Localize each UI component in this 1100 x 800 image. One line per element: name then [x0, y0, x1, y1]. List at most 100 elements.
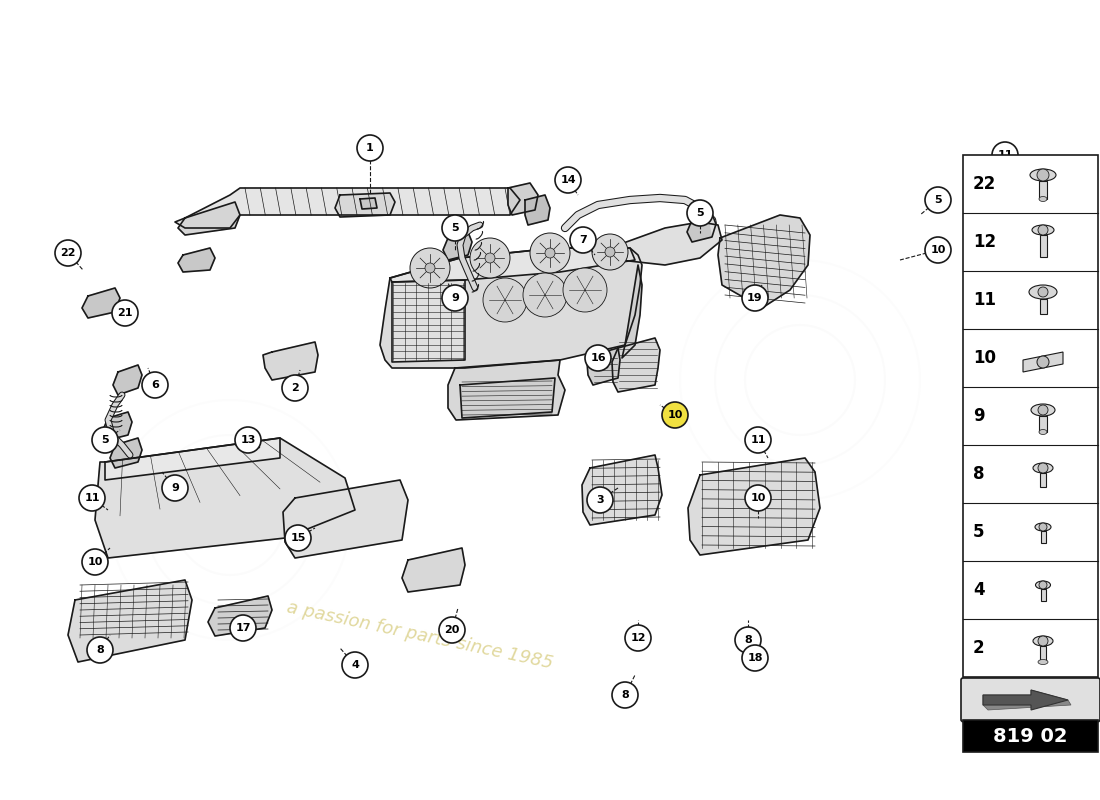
Polygon shape	[525, 195, 550, 225]
Text: 8: 8	[744, 635, 752, 645]
Polygon shape	[448, 360, 565, 420]
Polygon shape	[82, 288, 120, 318]
Text: 2: 2	[292, 383, 299, 393]
Bar	[1041, 589, 1045, 601]
Text: 10: 10	[668, 410, 683, 420]
Polygon shape	[113, 365, 142, 395]
Circle shape	[925, 187, 952, 213]
Bar	[1040, 646, 1046, 662]
Text: 5: 5	[101, 435, 109, 445]
Circle shape	[425, 263, 435, 273]
Polygon shape	[103, 412, 132, 440]
Polygon shape	[688, 214, 716, 242]
Polygon shape	[392, 280, 465, 362]
Polygon shape	[983, 690, 1068, 710]
Circle shape	[662, 402, 688, 428]
Text: 5: 5	[974, 523, 984, 541]
Circle shape	[230, 615, 256, 641]
Circle shape	[745, 485, 771, 511]
Text: 5: 5	[934, 195, 942, 205]
Polygon shape	[68, 580, 192, 662]
Text: 22: 22	[974, 175, 997, 193]
Polygon shape	[208, 596, 272, 636]
Text: 22: 22	[60, 248, 76, 258]
Circle shape	[358, 135, 383, 161]
Circle shape	[688, 200, 713, 226]
Ellipse shape	[1035, 581, 1050, 589]
Ellipse shape	[1033, 636, 1053, 646]
Polygon shape	[1023, 352, 1063, 372]
Circle shape	[410, 248, 450, 288]
Circle shape	[530, 233, 570, 273]
Text: 19: 19	[747, 293, 762, 303]
Text: 5: 5	[696, 208, 704, 218]
Polygon shape	[983, 690, 1071, 710]
Circle shape	[483, 278, 527, 322]
Polygon shape	[460, 378, 556, 418]
Circle shape	[556, 167, 581, 193]
Text: 18: 18	[747, 653, 762, 663]
Polygon shape	[178, 248, 215, 272]
Polygon shape	[178, 202, 240, 235]
Circle shape	[570, 227, 596, 253]
Circle shape	[742, 285, 768, 311]
Text: 12: 12	[974, 233, 997, 251]
Circle shape	[587, 487, 613, 513]
Text: 11: 11	[998, 150, 1013, 160]
Ellipse shape	[1030, 169, 1056, 181]
Circle shape	[82, 549, 108, 575]
Circle shape	[544, 248, 556, 258]
Circle shape	[342, 652, 369, 678]
Text: 20: 20	[444, 625, 460, 635]
Polygon shape	[390, 248, 635, 282]
FancyBboxPatch shape	[961, 678, 1100, 722]
Circle shape	[605, 247, 615, 257]
Circle shape	[742, 645, 768, 671]
Polygon shape	[360, 198, 377, 209]
Circle shape	[522, 273, 566, 317]
Circle shape	[1038, 405, 1048, 415]
Text: 2: 2	[974, 639, 984, 657]
Ellipse shape	[1031, 404, 1055, 416]
Text: 14: 14	[560, 175, 575, 185]
Circle shape	[87, 637, 113, 663]
Text: 10: 10	[931, 245, 946, 255]
Circle shape	[1038, 287, 1048, 297]
Circle shape	[112, 300, 138, 326]
Text: 13: 13	[240, 435, 255, 445]
Text: 12: 12	[630, 633, 646, 643]
Circle shape	[612, 682, 638, 708]
Ellipse shape	[1038, 659, 1048, 665]
Text: 819 02: 819 02	[993, 726, 1068, 746]
Text: 10: 10	[750, 493, 766, 503]
Text: 21: 21	[118, 308, 133, 318]
Bar	[1040, 235, 1046, 257]
Bar	[1040, 473, 1046, 487]
Text: 5: 5	[451, 223, 459, 233]
Circle shape	[485, 253, 495, 263]
Text: 1: 1	[366, 143, 374, 153]
Text: 11: 11	[85, 493, 100, 503]
Polygon shape	[379, 248, 642, 368]
Circle shape	[1038, 636, 1048, 646]
Bar	[962, 720, 1098, 752]
Ellipse shape	[1032, 225, 1054, 235]
Circle shape	[79, 485, 104, 511]
Circle shape	[925, 237, 952, 263]
Circle shape	[1040, 581, 1047, 589]
Circle shape	[992, 142, 1018, 168]
Polygon shape	[95, 438, 355, 558]
Circle shape	[1040, 523, 1047, 531]
Text: 11: 11	[974, 291, 996, 309]
Circle shape	[1037, 356, 1049, 368]
Polygon shape	[104, 438, 280, 480]
Circle shape	[1038, 225, 1048, 235]
Polygon shape	[587, 348, 620, 385]
Text: 9: 9	[451, 293, 459, 303]
Polygon shape	[615, 222, 722, 265]
Text: 15: 15	[290, 533, 306, 543]
Text: 11: 11	[750, 435, 766, 445]
Text: 17: 17	[235, 623, 251, 633]
Polygon shape	[508, 183, 538, 215]
Text: 4: 4	[974, 581, 984, 599]
